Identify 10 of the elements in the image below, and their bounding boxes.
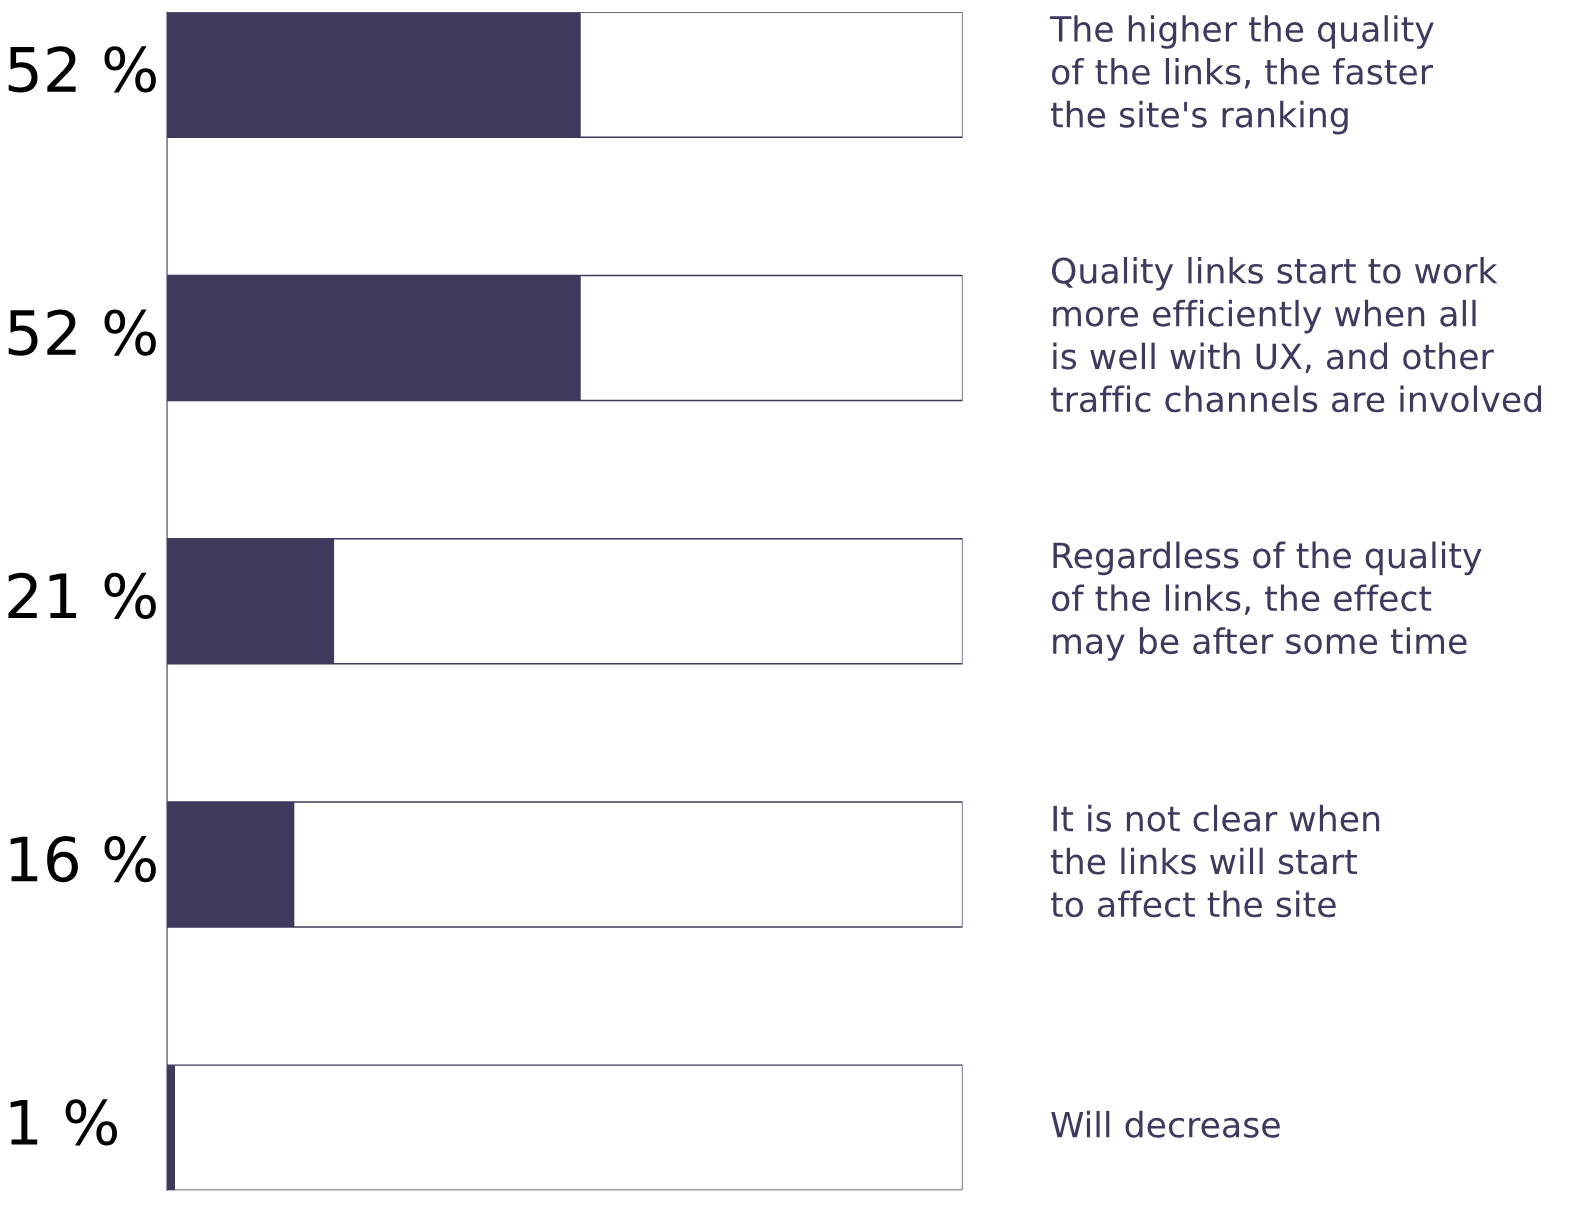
data-label: 21 % [8, 572, 156, 619]
data-label: 16 % [10, 835, 156, 883]
data-label: 52 % [8, 46, 156, 93]
y-tick-label: It is not clear when the links will start to affect the site [1050, 804, 1380, 918]
data-label: 52 % [8, 309, 156, 356]
y-tick-label: Quality links start to work more efficiently when all is well with UX, and other traffic channels are involved [1050, 256, 1542, 413]
y-tick-label: Will decrease [1051, 1110, 1280, 1138]
data-label: 1 % [10, 1099, 117, 1146]
y-tick-label: The higher the quality of the links, the faster the site's ranking [1049, 15, 1434, 135]
y-tick-label: Regardless of the quality of the links, the effect may be after some time [1051, 541, 1482, 661]
